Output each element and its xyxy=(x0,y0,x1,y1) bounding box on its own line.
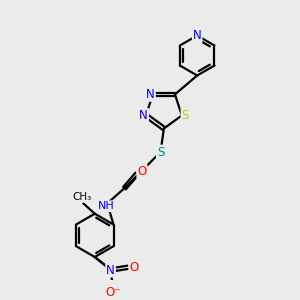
Text: N: N xyxy=(146,88,155,101)
Text: O: O xyxy=(129,261,139,274)
Text: S: S xyxy=(182,109,189,122)
Text: N: N xyxy=(139,109,148,122)
Text: O: O xyxy=(137,165,147,178)
Text: N: N xyxy=(106,264,115,277)
Text: NH: NH xyxy=(98,201,114,211)
Text: O⁻: O⁻ xyxy=(105,286,121,299)
Text: S: S xyxy=(157,146,164,159)
Text: N: N xyxy=(193,29,202,42)
Text: CH₃: CH₃ xyxy=(72,192,91,202)
